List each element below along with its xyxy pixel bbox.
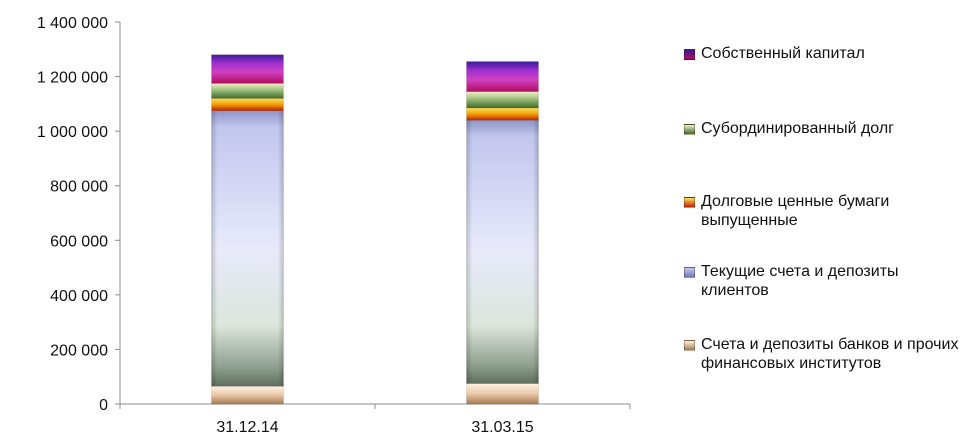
y-tick-label: 200 000: [50, 342, 108, 359]
bar-segment-shade: [466, 120, 539, 384]
legend-item-customer-accounts: Текущие счета и депозиты клиентов: [684, 262, 956, 300]
x-tick-labels: 31.12.14 31.03.15: [119, 404, 631, 436]
legend-swatch-customer-accounts: [684, 267, 695, 278]
y-tick-label: 800 000: [50, 179, 108, 196]
legend-swatch-debt-securities: [684, 197, 695, 208]
bar-segment: [466, 61, 539, 92]
legend-swatch-equity: [684, 49, 695, 60]
y-tick-label: 400 000: [50, 288, 108, 305]
legend-item-equity: Собственный капитал: [684, 44, 865, 63]
legend-label-debt-securities: Долговые ценные бумаги выпущенные: [701, 193, 890, 229]
bar-segment: [211, 386, 284, 405]
legend-label-bank-deposits: Счета и депозиты банков и прочих финансо…: [701, 336, 959, 372]
x-tick-label: 31.12.14: [216, 419, 278, 436]
legend-item-bank-deposits: Счета и депозиты банков и прочих финансо…: [684, 335, 963, 373]
bar-segment: [211, 98, 284, 111]
legend-label-equity: Собственный капитал: [701, 45, 865, 62]
legend-item-subordinated-debt: Субординированный долг: [684, 119, 894, 138]
legend-item-debt-securities: Долговые ценные бумаги выпущенные: [684, 192, 956, 230]
y-tick-label: 1 200 000: [37, 70, 108, 87]
legend-swatch-subordinated-debt: [684, 124, 695, 135]
bar-segment: [466, 107, 539, 121]
y-tick-labels: 0 200 000 400 000 600 000 800 000 1 000 000 1 …: [37, 15, 120, 414]
y-tick-label: 1 000 000: [37, 124, 108, 141]
y-tick-label: 0: [99, 397, 108, 414]
bar-segment: [211, 83, 284, 99]
legend-swatch-bank-deposits: [684, 340, 695, 351]
x-tick-label: 31.03.15: [471, 419, 533, 436]
y-tick-label: 600 000: [50, 233, 108, 250]
legend-label-subordinated-debt: Субординированный долг: [701, 120, 894, 137]
legend-label-customer-accounts: Текущие счета и депозиты клиентов: [701, 263, 899, 299]
axes: [119, 22, 630, 405]
bars: [211, 54, 539, 405]
bar-segment: [466, 91, 539, 109]
bar-segment: [466, 383, 539, 405]
bar-segment: [211, 54, 284, 84]
y-tick-label: 1 400 000: [37, 15, 108, 32]
bar-segment-shade: [211, 110, 284, 387]
